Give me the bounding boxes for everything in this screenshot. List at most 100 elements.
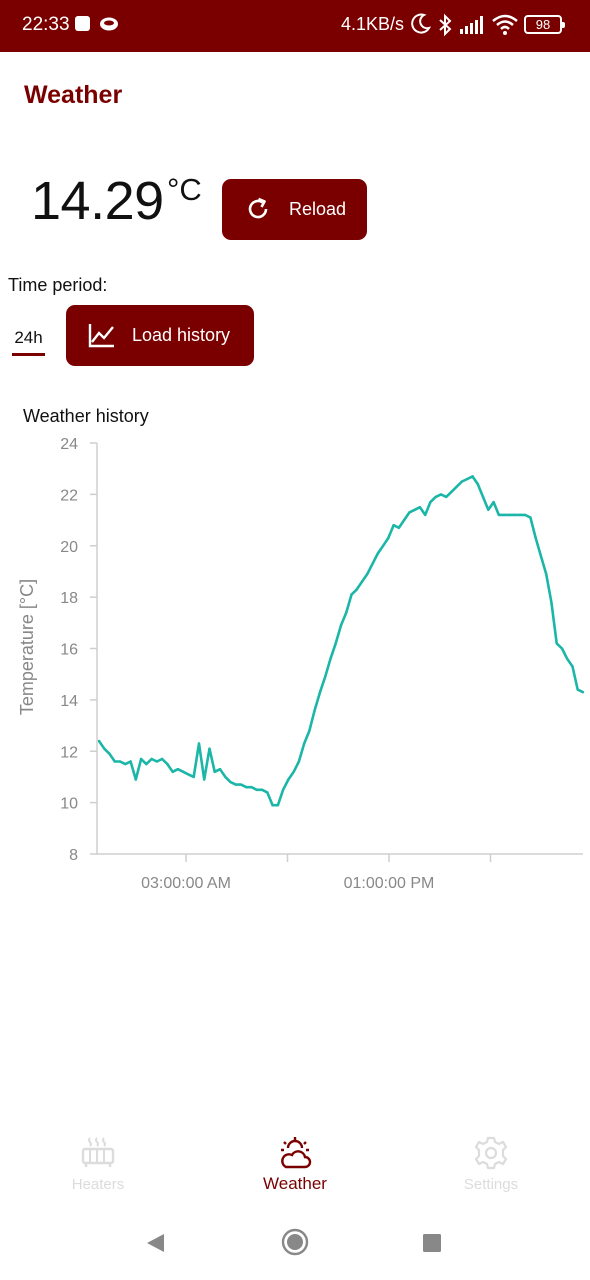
y-tick-label: 20: [60, 539, 78, 556]
data-point: [313, 708, 316, 712]
data-point: [523, 513, 527, 517]
data-point: [429, 500, 432, 504]
data-point: [413, 508, 416, 511]
data-point: [234, 783, 237, 786]
status-time: 22:33: [22, 14, 70, 35]
data-point: [387, 536, 390, 540]
data-point: [460, 480, 464, 483]
data-point: [518, 513, 522, 517]
data-point: [439, 493, 443, 496]
data-point: [513, 513, 516, 517]
reload-button[interactable]: Reload: [222, 179, 367, 240]
data-point: [581, 691, 585, 694]
nav-settings-label: Settings: [463, 1176, 519, 1193]
line-chart-icon: [88, 322, 116, 348]
cloud-notification-icon: [99, 16, 119, 37]
data-point: [497, 513, 500, 517]
data-point: [571, 665, 574, 668]
data-point: [366, 572, 369, 576]
battery-icon: 98: [524, 15, 565, 34]
data-point: [218, 768, 222, 771]
data-point: [187, 773, 190, 776]
data-point: [560, 647, 564, 650]
load-history-button-label: Load history: [132, 325, 231, 345]
data-point: [471, 475, 474, 478]
x-tick-label: 03:00:00 AM: [141, 875, 231, 892]
refresh-icon: [245, 196, 271, 222]
data-point: [124, 762, 127, 766]
weather-cloud-sun-icon: [278, 1136, 312, 1170]
data-point: [550, 601, 553, 604]
y-tick-label: 10: [60, 796, 78, 813]
data-point: [329, 657, 332, 660]
data-point: [334, 642, 337, 645]
data-point: [545, 572, 548, 576]
data-point: [108, 752, 111, 755]
data-point: [502, 513, 506, 517]
temperature-unit: °C: [167, 172, 202, 207]
temperature-history-chart: 8 10 12 14 16 18 20 22 24 03:00:00 AM 01:00:00 PM…: [17, 436, 585, 892]
data-point: [350, 593, 353, 596]
recents-icon[interactable]: [423, 1234, 441, 1257]
data-point: [424, 513, 427, 517]
data-point: [476, 482, 479, 486]
back-icon[interactable]: [144, 1232, 166, 1259]
nav-weather-label: Weather: [263, 1174, 327, 1193]
data-point: [292, 770, 295, 773]
data-point: [318, 691, 322, 694]
data-point: [118, 760, 122, 763]
y-tick-label: 24: [60, 436, 78, 453]
moon-icon: [411, 13, 432, 40]
data-point: [308, 729, 311, 732]
data-point: [455, 485, 458, 488]
data-point: [360, 580, 364, 583]
data-point: [134, 778, 137, 781]
y-tick-label: 16: [60, 642, 78, 659]
data-point: [555, 642, 558, 645]
y-tick-label: 22: [60, 487, 78, 504]
data-point: [239, 783, 243, 786]
nav-settings[interactable]: Settings: [431, 1136, 551, 1193]
data-point: [508, 513, 511, 517]
data-point: [281, 788, 285, 791]
data-point: [481, 495, 485, 499]
data-point: [324, 675, 327, 678]
chart-title: Weather history: [23, 406, 149, 426]
heater-icon: [81, 1136, 115, 1170]
data-point: [192, 775, 195, 779]
y-tick-label: 8: [69, 847, 78, 864]
data-point: [371, 562, 374, 565]
data-point: [566, 657, 569, 660]
data-point: [303, 742, 306, 745]
nav-heaters[interactable]: Heaters: [38, 1136, 158, 1193]
data-point: [208, 747, 211, 750]
nav-weather[interactable]: Weather: [235, 1136, 355, 1194]
data-point: [160, 757, 164, 761]
data-point: [229, 780, 232, 784]
data-point: [418, 506, 422, 509]
data-point: [250, 786, 253, 789]
current-temperature: 14.29: [31, 171, 164, 231]
data-point: [408, 511, 411, 514]
home-icon[interactable]: [281, 1228, 309, 1261]
data-point: [466, 477, 469, 481]
wifi-icon: [492, 14, 518, 41]
data-point: [224, 775, 227, 779]
data-point: [487, 508, 490, 511]
data-point: [166, 762, 169, 766]
data-point: [203, 778, 206, 781]
data-point: [139, 757, 143, 761]
signal-icon: [459, 15, 487, 40]
data-point: [392, 524, 395, 527]
data-point: [113, 760, 117, 763]
data-point: [260, 788, 264, 791]
page-title: Weather: [24, 81, 123, 109]
bluetooth-icon: [437, 13, 453, 42]
nav-heaters-label: Heaters: [71, 1176, 125, 1193]
load-history-button[interactable]: Load history: [66, 305, 254, 366]
gear-icon: [474, 1136, 508, 1170]
time-period-select[interactable]: 24h: [12, 328, 45, 356]
data-point: [339, 624, 343, 627]
data-point: [539, 554, 543, 558]
square-notification-icon: [74, 15, 91, 37]
